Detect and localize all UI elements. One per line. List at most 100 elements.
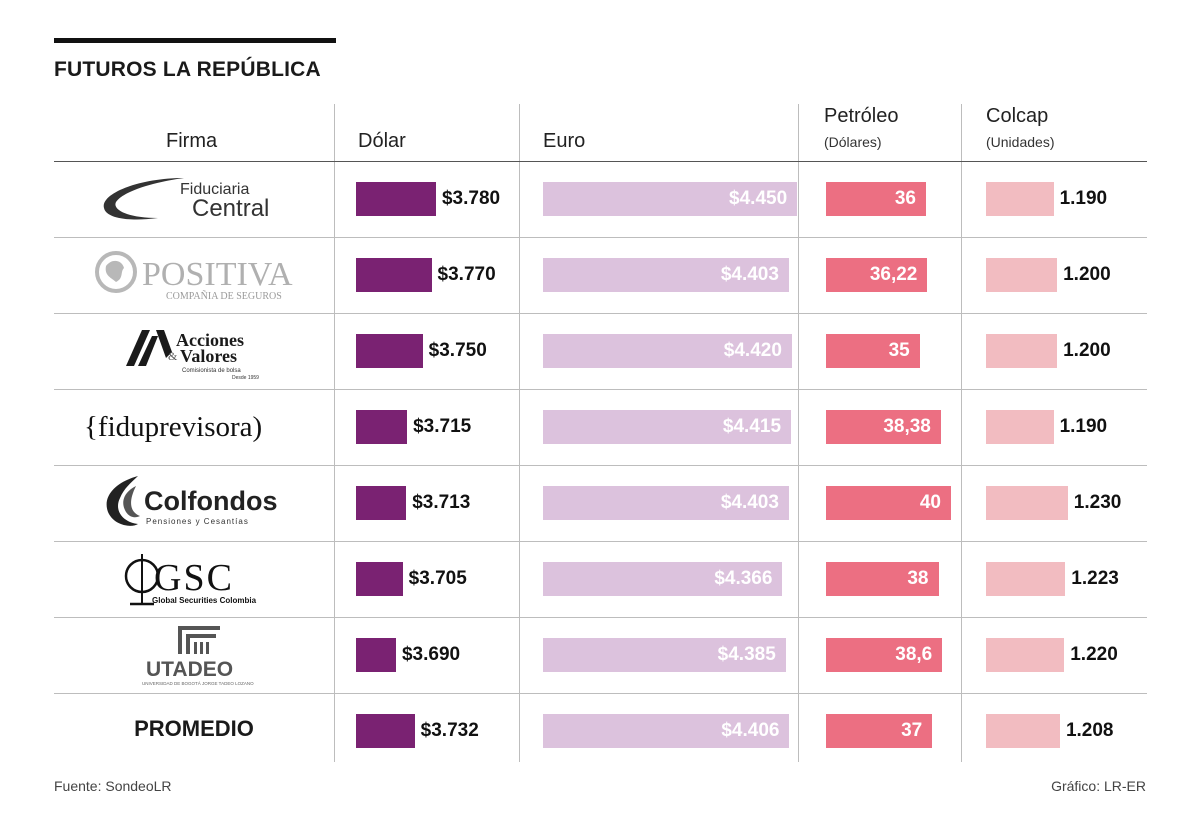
column-divider	[961, 104, 962, 762]
dolar-value-label: $3.690	[401, 644, 461, 665]
dolar-value-label: $3.780	[441, 188, 501, 209]
logo-subtext: UNIVERSIDAD DE BOGOTÁ JORGE TADEO LOZANO	[142, 680, 254, 686]
dolar-bar	[356, 182, 436, 216]
petroleo-value-label: 36,22	[869, 264, 918, 285]
petroleo-value-label: 37	[901, 720, 923, 741]
header-colcap: Colcap	[986, 105, 1049, 127]
euro-bar	[543, 258, 789, 292]
euro-bar	[543, 334, 792, 368]
petroleo-bar	[826, 638, 943, 672]
euro-bar	[543, 714, 790, 748]
row-divider	[54, 541, 1147, 542]
dolar-value-label: $3.705	[408, 568, 467, 589]
dolar-value-label: $3.732	[420, 720, 479, 741]
logo-subtext: Desde 1959	[232, 375, 259, 381]
column-divider	[798, 104, 799, 762]
euro-value-label: $4.450	[729, 188, 788, 209]
logo-positiva: POSITIVA COMPAÑIA DE SEGUROS	[94, 248, 298, 302]
dolar-value-label: $3.713	[412, 492, 471, 513]
colcap-value-label: 1.190	[1059, 416, 1108, 437]
logo-fiduprevisora: {fiduprevisora)	[82, 406, 312, 446]
petroleo-value-label: 38	[907, 568, 929, 589]
colcap-bar	[986, 258, 1058, 292]
petroleo-bar	[826, 334, 920, 368]
petroleo-bar	[826, 486, 951, 520]
colfondos-wave-icon: Colfondos Pensiones y Cesantías	[106, 476, 277, 526]
dolar-bar	[356, 562, 403, 596]
title-rule	[54, 38, 336, 43]
dolar-value-label: $3.750	[428, 340, 487, 361]
logo-subtext: Pensiones y Cesantías	[146, 517, 249, 526]
row-divider	[54, 465, 1147, 466]
header-dolar: Dólar	[358, 130, 406, 152]
euro-bar	[543, 182, 798, 216]
petroleo-value-label: 35	[888, 340, 910, 361]
logo-text: Central	[192, 195, 269, 222]
petroleo-value-label: 36	[894, 188, 916, 209]
logo-fiduciaria-central: Fiduciaria Central	[98, 172, 298, 226]
colcap-value-label: 1.223	[1071, 568, 1119, 589]
credit-note: Gráfico: LR-ER	[1051, 778, 1146, 794]
logo-text: Fiduciaria	[180, 181, 249, 198]
colcap-bar	[986, 334, 1058, 368]
euro-value-label: $4.366	[714, 568, 773, 589]
row-divider	[54, 693, 1147, 694]
euro-value-label: $4.403	[720, 264, 779, 285]
source-note: Fuente: SondeoLR	[54, 778, 172, 794]
row-divider	[54, 313, 1147, 314]
logo-subtext: Comisionista de bolsa	[182, 368, 241, 374]
header-euro: Euro	[543, 130, 586, 152]
colcap-value-label: 1.208	[1065, 720, 1114, 741]
column-divider	[334, 104, 335, 762]
fiduciaria-swoosh-icon: Fiduciaria Central	[103, 178, 269, 222]
header-firma: Firma	[166, 130, 218, 152]
acciones-av-icon: Acciones & Valores Comisionista de bolsa…	[126, 330, 259, 381]
dolar-bar	[356, 714, 415, 748]
petroleo-bar	[826, 258, 928, 292]
euro-bar	[543, 562, 783, 596]
logo-text: POSITIVA	[142, 256, 293, 293]
euro-value-label: $4.403	[720, 492, 779, 513]
header-colcap-unit: (Unidades)	[986, 134, 1055, 150]
dolar-bar	[356, 410, 408, 444]
petroleo-bar	[826, 182, 926, 216]
utadeo-columns-icon: UTADEO UNIVERSIDAD DE BOGOTÁ JORGE TADEO…	[142, 626, 254, 686]
logo-subtext: COMPAÑIA DE SEGUROS	[166, 290, 282, 302]
logo-utadeo: UTADEO UNIVERSIDAD DE BOGOTÁ JORGE TADEO…	[140, 622, 260, 688]
euro-bar	[543, 638, 786, 672]
petroleo-value-label: 40	[919, 492, 941, 513]
chart-title: FUTUROS LA REPÚBLICA	[54, 58, 321, 81]
petroleo-value-label: 38,6	[895, 644, 933, 665]
logo-text: &	[168, 349, 178, 363]
row-divider	[54, 237, 1147, 238]
logo-gsc: GSC Global Securities Colombia	[120, 550, 280, 610]
logo-text: Valores	[180, 346, 237, 366]
dolar-bar	[356, 486, 407, 520]
row-divider	[54, 389, 1147, 390]
dolar-bar	[356, 334, 423, 368]
header-petroleo-unit: (Dólares)	[824, 134, 882, 150]
colcap-value-label: 1.200	[1063, 264, 1111, 285]
colcap-value-label: 1.230	[1073, 492, 1122, 513]
gsc-globe-icon: GSC Global Securities Colombia	[124, 554, 257, 606]
dolar-value-label: $3.715	[413, 416, 472, 437]
euro-value-label: $4.420	[723, 340, 782, 361]
dolar-bar	[356, 258, 432, 292]
column-divider	[519, 104, 520, 762]
colcap-bar	[986, 410, 1054, 444]
logo-text: UTADEO	[146, 658, 233, 681]
colcap-bar	[986, 714, 1060, 748]
logo-acciones-valores: Acciones & Valores Comisionista de bolsa…	[120, 322, 280, 382]
euro-bar	[543, 410, 792, 444]
euro-value-label: $4.385	[717, 644, 776, 665]
petroleo-value-label: 38,38	[883, 416, 931, 437]
header-rule	[54, 161, 1147, 162]
logo-subtext: Global Securities Colombia	[152, 596, 257, 605]
logo-text: Acciones	[176, 330, 244, 350]
euro-value-label: $4.406	[721, 720, 780, 741]
logo-text: GSC	[154, 557, 234, 599]
row-divider	[54, 617, 1147, 618]
colcap-bar	[986, 486, 1068, 520]
euro-bar	[543, 486, 789, 520]
petroleo-bar	[826, 714, 933, 748]
